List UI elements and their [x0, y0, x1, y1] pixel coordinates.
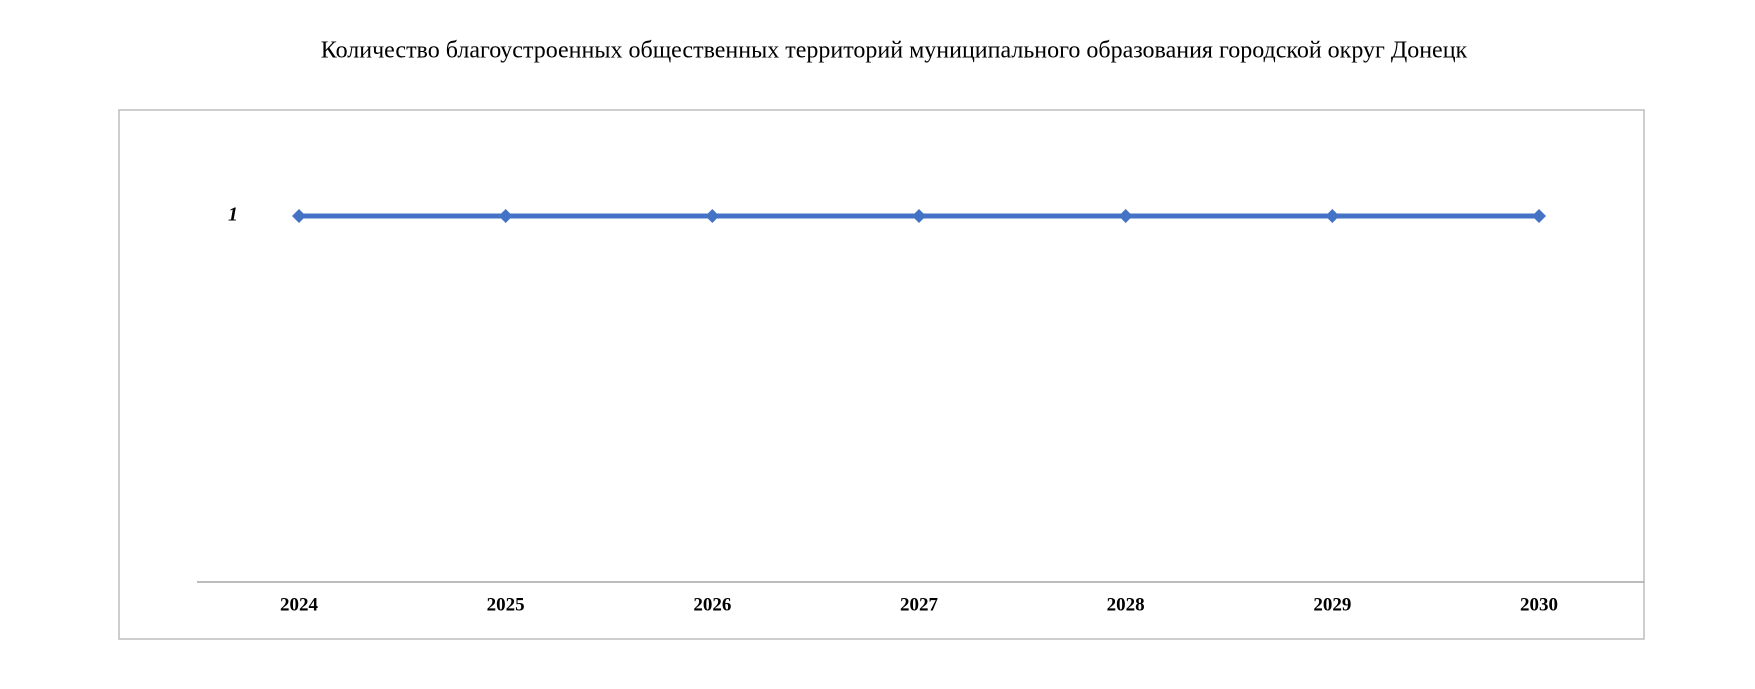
- x-tick-label: 2026: [693, 594, 731, 615]
- y-tick-label: 1: [228, 204, 238, 226]
- marker: [292, 208, 306, 223]
- x-tick-label: 2028: [1107, 594, 1145, 615]
- plot-frame: [118, 109, 1645, 640]
- marker: [1118, 208, 1133, 223]
- x-tick-label: 2029: [1313, 594, 1351, 615]
- x-tick-label: 2030: [1520, 594, 1558, 615]
- marker: [498, 208, 513, 223]
- x-tick-label: 2024: [280, 594, 319, 615]
- marker: [1325, 208, 1340, 223]
- marker: [1532, 208, 1546, 223]
- chart-title: Количество благоустроенных общественных …: [321, 38, 1468, 64]
- marker: [705, 208, 720, 223]
- x-tick-label: 2025: [487, 594, 525, 615]
- x-tick-label: 2027: [900, 594, 939, 615]
- marker: [912, 208, 926, 223]
